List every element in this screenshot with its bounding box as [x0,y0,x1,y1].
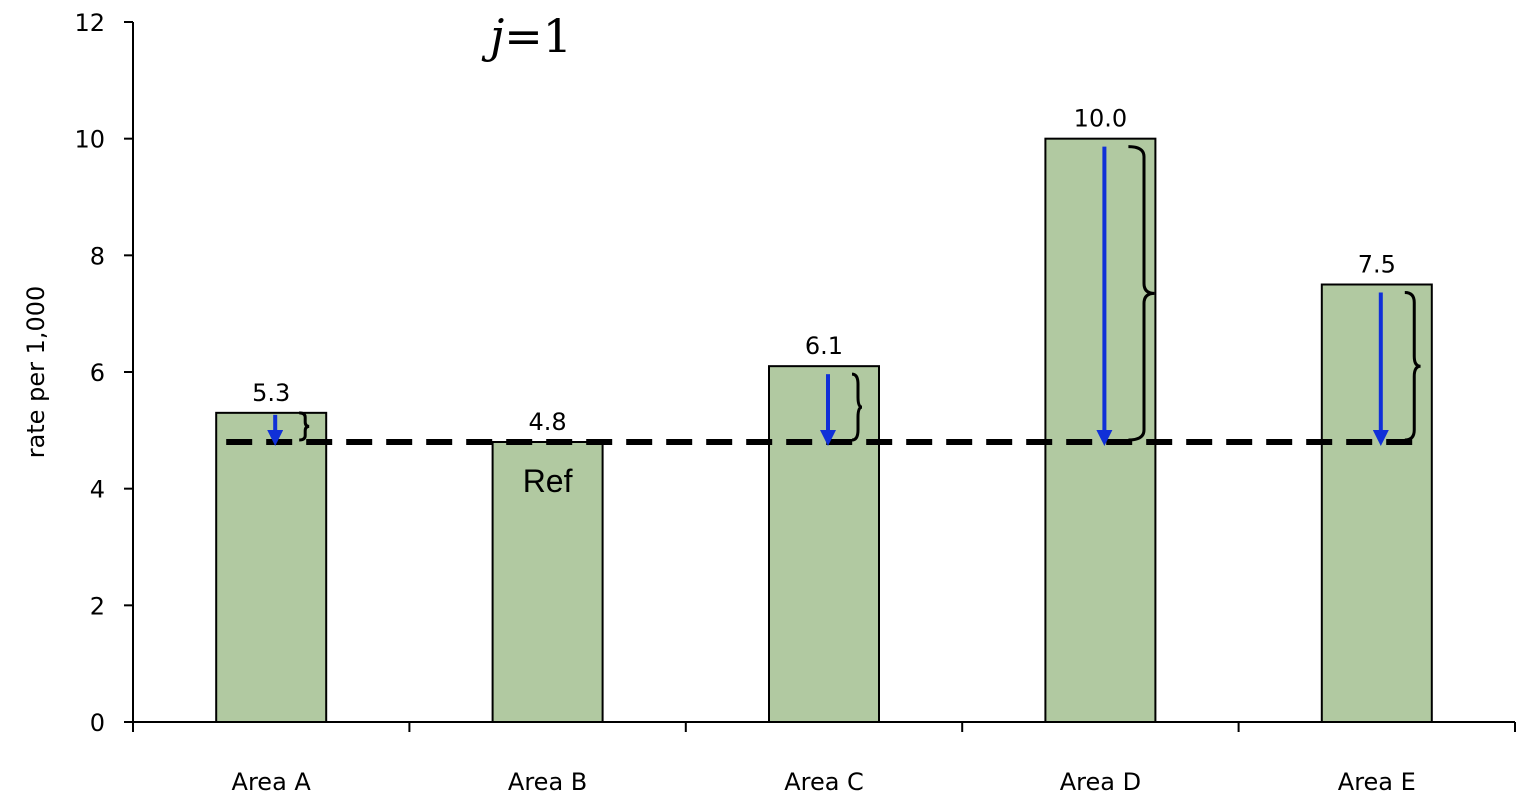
x-tick-label: Area E [1338,768,1416,796]
bar-area-b [491,441,604,723]
y-tick-label: 6 [90,359,105,387]
difference-brace [299,411,310,442]
chart-title: j=1 [481,9,572,63]
x-axis: Area A Area B Area C Area D Area E [132,721,1516,796]
y-tick-label: 2 [90,592,105,620]
y-tick-label: 8 [90,242,105,270]
x-tick-label: Area D [1060,768,1141,796]
x-tick-label: Area C [784,768,864,796]
bars: 5.3 4.8 6.1 10.0 7.5 [215,105,1433,723]
chart-title-value: =1 [504,9,572,63]
reference-label: Ref [523,463,573,499]
reference-group: Ref [226,439,1420,499]
data-label: 6.1 [805,332,843,360]
y-axis: 0 2 4 6 8 10 12 [74,9,134,737]
bar-area-a [215,411,328,723]
y-tick-label: 4 [90,476,105,504]
data-label: 10.0 [1074,105,1127,133]
annotations [267,145,1421,446]
data-label: 5.3 [252,379,290,407]
chart-title-variable: j [481,9,504,63]
difference-brace [1404,291,1421,442]
x-tick-label: Area B [508,768,587,796]
difference-brace [851,372,863,442]
difference-brace [1128,145,1155,442]
y-tick-label: 0 [90,709,105,737]
bar-area-c [768,365,880,723]
data-label: 7.5 [1358,251,1396,279]
y-tick-label: 12 [74,9,105,37]
y-tick-label: 10 [74,126,105,154]
x-tick-label: Area A [232,768,312,796]
bar-area-d [1044,137,1157,723]
data-label: 4.8 [529,408,567,436]
y-axis-label: rate per 1,000 [22,286,50,459]
